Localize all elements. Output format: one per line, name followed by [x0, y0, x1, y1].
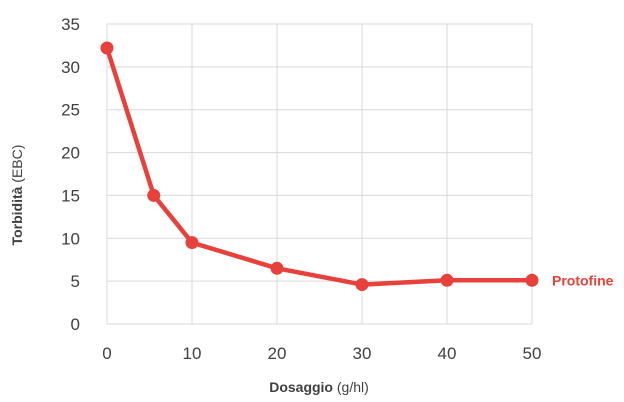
- data-point: [270, 261, 284, 275]
- y-tick-label: 20: [61, 144, 80, 163]
- series-layer: Protofine: [100, 41, 614, 292]
- y-tick-label: 0: [71, 315, 80, 334]
- series-line: [104, 45, 535, 287]
- x-axis-title-unit: (g/hl): [333, 379, 369, 395]
- y-axis-title: Torbidità (EBC): [9, 145, 25, 246]
- x-axis-ticks: 0 10 20 30 40 50: [102, 344, 541, 363]
- x-tick-label: 20: [268, 344, 287, 363]
- x-tick-label: 40: [438, 344, 457, 363]
- y-tick-label: 5: [71, 272, 80, 291]
- data-point: [440, 273, 454, 287]
- y-tick-label: 15: [61, 186, 80, 205]
- x-tick-label: 0: [102, 344, 111, 363]
- y-axis-ticks: 0 5 10 15 20 25 30 35: [61, 15, 80, 334]
- series-label: Protofine: [552, 272, 614, 288]
- y-axis-title-main: Torbidità: [9, 186, 25, 245]
- data-point: [525, 273, 539, 287]
- y-tick-label: 30: [61, 58, 80, 77]
- x-tick-label: 10: [183, 344, 202, 363]
- y-tick-label: 10: [61, 229, 80, 248]
- y-tick-label: 35: [61, 15, 80, 34]
- y-tick-label: 25: [61, 101, 80, 120]
- data-point: [147, 188, 161, 202]
- x-axis-title: Dosaggio (g/hl): [269, 379, 369, 395]
- x-tick-label: 30: [353, 344, 372, 363]
- x-tick-label: 50: [523, 344, 542, 363]
- y-axis-title-unit: (EBC): [9, 145, 25, 187]
- data-point: [355, 278, 369, 292]
- x-axis-title-main: Dosaggio: [269, 379, 333, 395]
- data-point: [185, 236, 199, 250]
- data-point: [100, 41, 114, 55]
